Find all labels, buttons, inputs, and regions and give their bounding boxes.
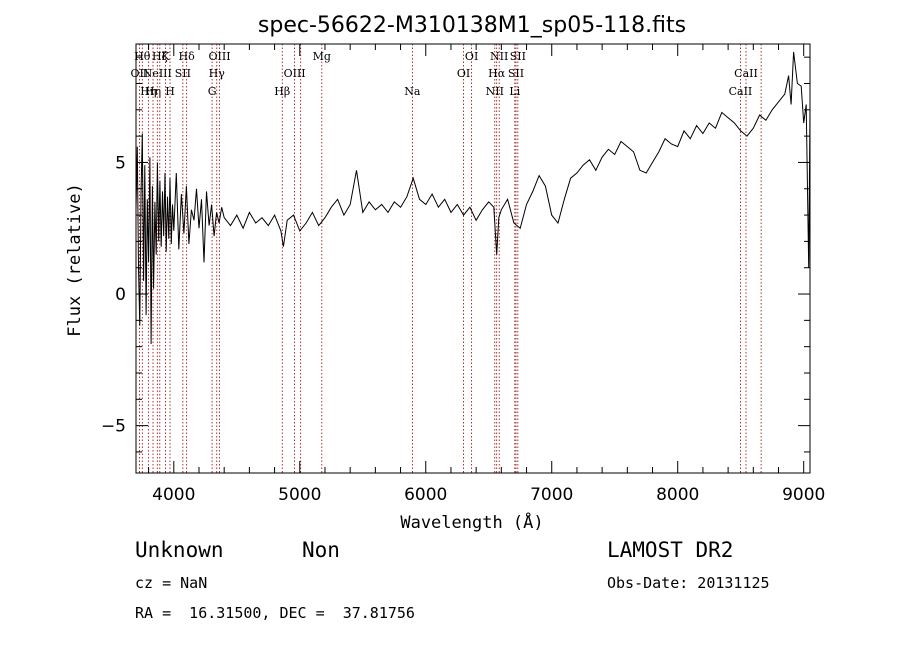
line-marker-label: Hη — [140, 85, 156, 98]
chart-title: spec-56622-M310138M1_sp05-118.fits — [258, 13, 686, 38]
line-marker-label: OII — [131, 67, 149, 80]
line-marker-label: OIII — [208, 50, 230, 63]
emission-line-labels: OIIHθHηHηNeIIIHζKHSIIHδGHγOIIIHβOIIIMgNa… — [131, 50, 758, 98]
spectrum-line — [135, 51, 811, 345]
line-marker-label: Hβ — [274, 85, 290, 98]
object-class: Unknown — [135, 538, 224, 562]
line-marker-label: CaII — [734, 67, 758, 80]
x-tick-label: 7000 — [530, 485, 573, 505]
line-marker-label: OI — [465, 50, 478, 63]
line-marker-label: G — [208, 85, 217, 98]
y-axis-ticks: −5 0 5 — [101, 56, 810, 453]
observation-date: Obs-Date: 20131125 — [607, 574, 770, 592]
x-tick-label: 6000 — [404, 485, 447, 505]
plot-frame — [135, 43, 811, 474]
line-marker-label: K — [161, 50, 170, 63]
x-tick-label: 4000 — [152, 485, 195, 505]
redshift-cz: cz = NaN — [135, 574, 208, 592]
line-marker-label: OI — [457, 67, 470, 80]
line-marker-label: SII — [508, 67, 524, 80]
line-marker-label: Na — [404, 85, 421, 98]
line-marker-label: Hη — [145, 85, 161, 98]
line-marker-label: Li — [509, 85, 520, 98]
y-tick-label: 0 — [115, 285, 126, 305]
line-marker-label: NII — [486, 85, 504, 98]
line-marker-label: Mg — [313, 50, 331, 63]
x-tick-label: 8000 — [656, 485, 699, 505]
line-marker-label: SII — [175, 67, 191, 80]
line-marker-label: NeIII — [143, 67, 172, 80]
emission-line-markers — [139, 44, 762, 473]
x-tick-label: 9000 — [782, 485, 825, 505]
y-tick-label: −5 — [101, 417, 126, 437]
line-marker-label: Hγ — [209, 67, 226, 80]
y-tick-label: 5 — [115, 153, 126, 173]
line-marker-label: OIII — [284, 67, 306, 80]
object-subclass: Non — [302, 538, 340, 562]
x-axis-label: Wavelength (Å) — [400, 511, 543, 533]
line-marker-label: H — [165, 85, 175, 98]
line-marker-label: Hζ — [152, 50, 168, 63]
x-tick-label: 5000 — [278, 485, 321, 505]
y-axis-label: Flux (relative) — [65, 183, 85, 337]
x-axis-ticks: 4000 5000 6000 7000 8000 9000 — [148, 44, 825, 505]
line-marker-label: Hδ — [179, 50, 196, 63]
line-marker-label: Hθ — [134, 50, 151, 63]
ra-dec-coordinates: RA = 16.31500, DEC = 37.81756 — [135, 604, 415, 622]
line-marker-label: CaII — [729, 85, 753, 98]
survey-name: LAMOST DR2 — [607, 538, 734, 562]
line-marker-label: Hα — [488, 67, 506, 80]
line-marker-label: NII — [490, 50, 508, 63]
line-marker-label: SII — [510, 50, 526, 63]
